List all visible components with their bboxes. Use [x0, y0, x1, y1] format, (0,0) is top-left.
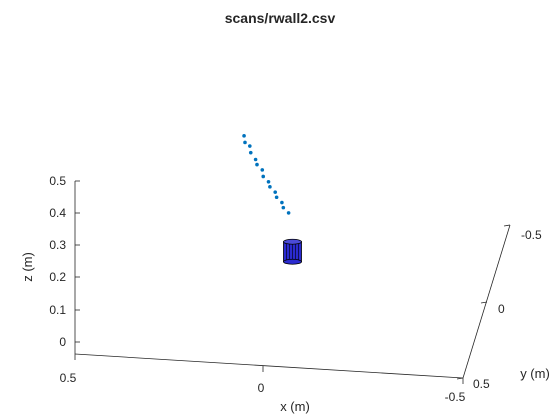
z-tick-label: 0.2	[49, 270, 66, 284]
sensor-cap-top	[283, 238, 302, 245]
z-tick-label: 0.1	[49, 303, 66, 317]
y-axis-label: y (m)	[520, 366, 550, 381]
scan-points	[242, 134, 291, 215]
axes-lines	[74, 181, 511, 379]
scan-point	[255, 162, 259, 167]
y-tick-label: -0.5	[521, 228, 542, 242]
x-tick-label: 0	[258, 381, 265, 395]
x-axis-label: x (m)	[280, 399, 310, 414]
z-tick-label: 0.3	[49, 238, 66, 252]
y-ticks	[456, 224, 511, 380]
scan-point	[273, 190, 278, 194]
scan-point	[260, 168, 265, 172]
scan-point	[280, 200, 284, 205]
scan-point	[253, 157, 258, 162]
y-tick-labels: -0.5 0 0.5	[473, 228, 542, 391]
z-ticks	[75, 180, 80, 343]
y-axis-line	[462, 224, 511, 379]
y-tick-label: 0.5	[473, 377, 490, 391]
z-tick-label: 0.5	[49, 174, 66, 188]
scan-point	[261, 174, 266, 179]
x-axis-line	[74, 353, 464, 379]
z-axis-label: z (m)	[20, 252, 35, 282]
z-tick-label: 0	[59, 335, 66, 349]
chart-title: scans/rwall2.csv	[225, 10, 336, 26]
scan-point	[266, 179, 271, 184]
scan-point	[281, 205, 286, 210]
scan-point	[274, 195, 279, 200]
sensor-cylinder	[283, 238, 302, 265]
z-tick-labels: 0 0.1 0.2 0.3 0.4 0.5	[49, 174, 66, 349]
scan-point	[268, 185, 272, 189]
x-tick-labels: 0.5 0 -0.5	[60, 371, 466, 404]
scan-point	[248, 144, 252, 148]
y-tick-label: 0	[498, 302, 505, 316]
scan-point	[243, 140, 247, 145]
x-tick-label: 0.5	[60, 371, 77, 385]
scan-point	[286, 211, 291, 215]
scan-point	[248, 150, 253, 155]
sensor-cap-bottom	[283, 258, 302, 265]
x-ticks	[74, 354, 464, 384]
scan-point	[242, 134, 246, 138]
z-tick-label: 0.4	[49, 206, 66, 220]
x-tick-label: -0.5	[445, 390, 466, 404]
